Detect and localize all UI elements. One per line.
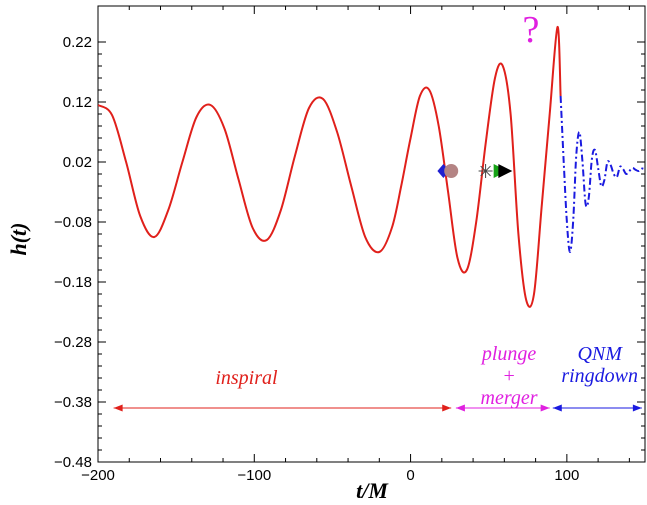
y-tick-label: 0.22 <box>63 34 92 51</box>
arrowhead-right <box>632 404 642 412</box>
x-axis-title: t/M <box>356 478 389 503</box>
x-tick-label: −200 <box>81 467 115 484</box>
x-tick-label: 0 <box>406 467 414 484</box>
annotation-merger-line: merger <box>481 387 538 409</box>
y-tick-label: −0.48 <box>54 454 92 471</box>
y-tick-label: −0.28 <box>54 334 92 351</box>
annotation-qnm-line: QNM <box>577 343 623 365</box>
annotation-qnm-line: ringdown <box>561 365 638 387</box>
series-layer <box>98 25 645 308</box>
asterisk-marker <box>480 165 491 177</box>
triangle-marker <box>498 164 513 178</box>
annotation-merger-line: plunge <box>480 343 537 365</box>
y-tick-labels: 0.22 0.12 0.02 −0.08 −0.18 −0.28 −0.38 −0.48 <box>54 34 92 471</box>
arrowhead-left <box>552 404 562 412</box>
x-tick-label: 100 <box>554 467 579 484</box>
y-tick-label: −0.08 <box>54 214 92 231</box>
y-tick-label: 0.12 <box>63 94 92 111</box>
x-tick-labels: −200 −100 0 100 <box>81 467 579 484</box>
markers-layer <box>437 164 513 178</box>
y-tick-label: 0.02 <box>63 154 92 171</box>
annotation-merger-line: + <box>502 365 516 387</box>
axis-ticks <box>97 6 645 463</box>
inspiral-merger-curve <box>98 25 562 308</box>
arrowhead-left <box>113 404 123 412</box>
y-axis-title: h(t) <box>6 223 31 256</box>
x-tick-label: −100 <box>237 467 271 484</box>
arrowhead-left <box>455 404 465 412</box>
question-mark-label: ? <box>522 9 539 51</box>
arrowhead-right <box>442 404 452 412</box>
circle-marker <box>444 164 459 178</box>
y-tick-label: −0.38 <box>54 394 92 411</box>
ringdown-curve <box>559 95 645 253</box>
y-tick-label: −0.18 <box>54 274 92 291</box>
arrowhead-right <box>540 404 550 412</box>
plot-frame <box>97 5 646 463</box>
annotation-inspiral-line: inspiral <box>215 367 278 389</box>
